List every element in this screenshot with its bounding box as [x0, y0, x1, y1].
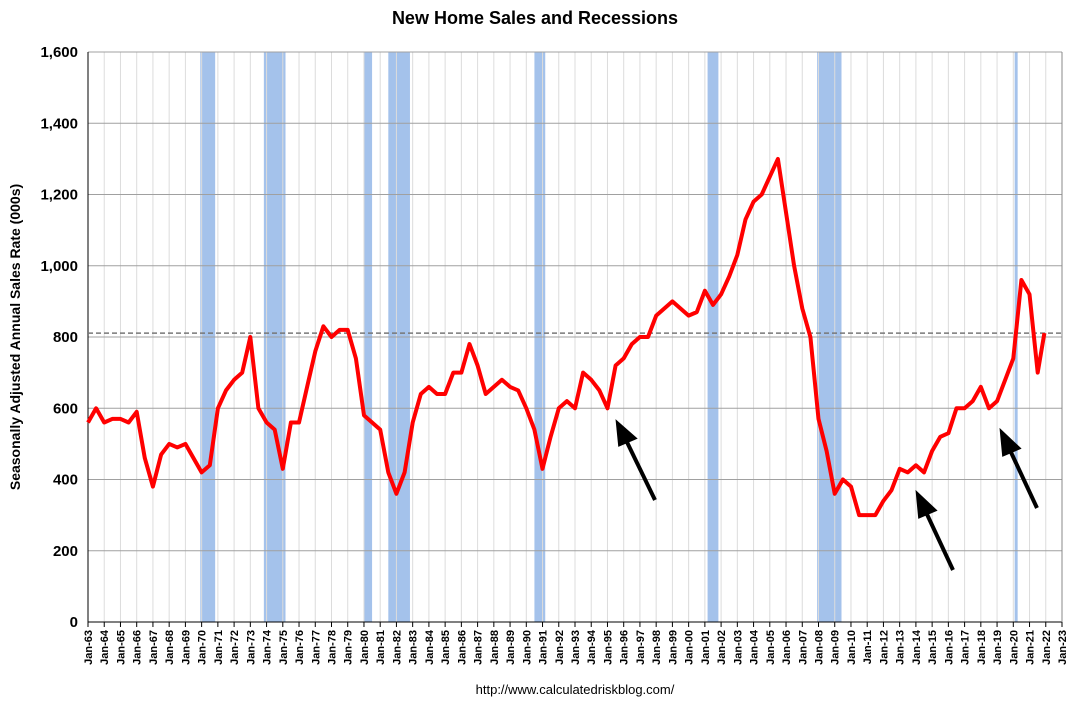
x-tick-label: Jan-16	[943, 630, 955, 665]
x-tick-label: Jan-06	[781, 630, 793, 665]
x-tick-label: Jan-02	[716, 630, 728, 665]
x-tick-label: Jan-71	[213, 630, 225, 665]
x-tick-label: Jan-97	[635, 630, 647, 665]
x-tick-label: Jan-00	[684, 630, 696, 665]
x-tick-label: Jan-63	[83, 630, 95, 665]
x-tick-label: Jan-15	[927, 630, 939, 665]
x-tick-label: Jan-89	[505, 630, 517, 665]
x-tick-label: Jan-81	[375, 630, 387, 665]
x-tick-label: Jan-80	[359, 630, 371, 665]
x-tick-label: Jan-96	[619, 630, 631, 665]
x-tick-label: Jan-20	[1008, 630, 1020, 665]
x-tick-label: Jan-04	[749, 629, 761, 665]
x-tick-label: Jan-07	[797, 630, 809, 665]
arrows	[615, 419, 1039, 571]
y-tick-label: 1,200	[40, 187, 78, 204]
y-tick-label: 0	[70, 614, 78, 631]
x-tick-label: Jan-95	[602, 630, 614, 665]
x-tick-label: Jan-14	[911, 629, 923, 665]
plot	[86, 156, 1062, 518]
source: http://www.calculatedriskblog.com/	[476, 682, 675, 697]
series-line	[86, 156, 1047, 518]
x-tick-label: Jan-64	[99, 629, 111, 665]
y-tick-label: 1,600	[40, 44, 78, 61]
x-tick-label: Jan-73	[245, 630, 257, 665]
x-tick-label: Jan-77	[310, 630, 322, 665]
x-tick-label: Jan-74	[262, 629, 274, 665]
x-tick-label: Jan-94	[586, 629, 598, 665]
x-tick-label: Jan-69	[180, 630, 192, 665]
x-tick-label: Jan-88	[489, 630, 501, 665]
x-tick-label: Jan-67	[148, 630, 160, 665]
chart-title: New Home Sales and Recessions	[392, 8, 678, 28]
x-tick-label: Jan-01	[700, 630, 712, 665]
x-tick-label: Jan-09	[830, 630, 842, 665]
x-tick-label: Jan-91	[538, 630, 550, 665]
x-tick-label: Jan-75	[278, 630, 290, 665]
x-tick-label: Jan-11	[862, 630, 874, 664]
x-tick-label: Jan-99	[667, 630, 679, 665]
x-tick-label: Jan-72	[229, 630, 241, 665]
y-tick-label: 1,000	[40, 258, 78, 275]
x-tick-label: Jan-83	[408, 630, 420, 665]
x-tick-label: Jan-84	[424, 629, 436, 665]
x-tick-label: Jan-86	[456, 630, 468, 665]
x-tick-label: Jan-13	[895, 630, 907, 665]
x-tick-label: Jan-03	[732, 630, 744, 665]
y-axis-label: Seasonally Adjusted Annual Sales Rate (0…	[7, 184, 23, 490]
x-tick-label: Jan-08	[814, 630, 826, 665]
x-tick-label: Jan-87	[473, 630, 485, 665]
y-tick-label: 200	[53, 543, 78, 560]
x-tick-label: Jan-98	[651, 630, 663, 665]
x-tick-label: Jan-78	[327, 630, 339, 665]
y-tick-label: 800	[53, 329, 78, 346]
x-tick-label: Jan-19	[992, 630, 1004, 665]
x-tick-label: Jan-70	[197, 630, 209, 665]
x-tick-label: Jan-68	[164, 630, 176, 665]
x-tick-label: Jan-93	[570, 630, 582, 665]
y-tick-label: 400	[53, 472, 78, 489]
x-tick-label: Jan-90	[521, 630, 533, 665]
x-tick-label: Jan-85	[440, 630, 452, 665]
y-tick-label: 1,400	[40, 115, 78, 132]
x-tick-label: Jan-18	[976, 630, 988, 665]
y-tick-label: 600	[53, 400, 78, 417]
x-tick-label: Jan-76	[294, 630, 306, 665]
x-tick-label: Jan-92	[554, 630, 566, 665]
grid: Jan-63 Jan-64 Jan-65 Jan-66 Jan-67 Jan-68 Jan-…	[40, 44, 1069, 665]
x-tick-label: Jan-23	[1057, 630, 1069, 665]
x-tick-label: Jan-10	[846, 630, 858, 665]
x-tick-label: Jan-17	[960, 630, 972, 665]
x-tick-label: Jan-65	[115, 630, 127, 665]
x-tick-label: Jan-22	[1041, 630, 1053, 665]
x-tick-label: Jan-79	[343, 630, 355, 665]
x-tick-label: Jan-66	[132, 630, 144, 665]
x-tick-label: Jan-82	[391, 630, 403, 665]
x-tick-label: Jan-12	[878, 630, 890, 665]
x-tick-label: Jan-05	[765, 630, 777, 665]
x-tick-label: Jan-21	[1025, 630, 1037, 665]
